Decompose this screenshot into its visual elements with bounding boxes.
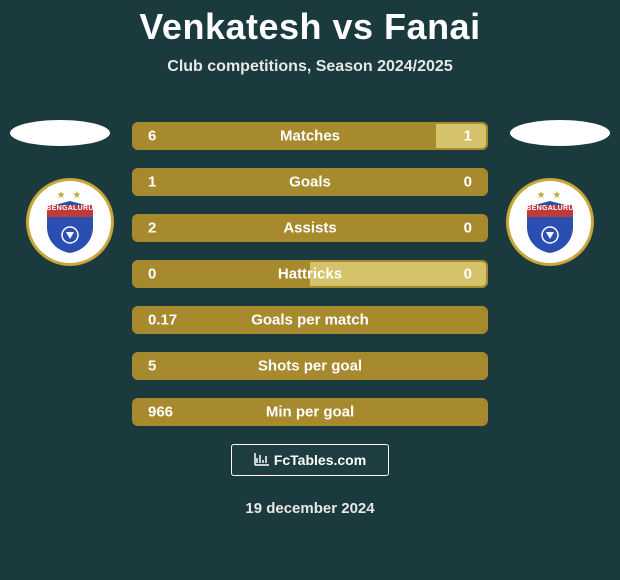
brand-text: FcTables.com [274, 452, 366, 468]
stat-row: 5Shots per goal [132, 352, 488, 380]
page-subtitle: Club competitions, Season 2024/2025 [0, 58, 620, 76]
stat-bar-left [134, 308, 486, 332]
badge-label: BENGALURU [43, 205, 97, 212]
stat-row: 61Matches [132, 122, 488, 150]
stat-bar-left [134, 124, 436, 148]
stat-bar-left [134, 354, 486, 378]
stat-bar-right [436, 124, 486, 148]
chart-icon [254, 452, 270, 469]
footer-date: 19 december 2024 [0, 500, 620, 517]
stat-bar-left [134, 170, 486, 194]
stat-row: 966Min per goal [132, 398, 488, 426]
stat-bar-right [310, 262, 486, 286]
stat-row: 0.17Goals per match [132, 306, 488, 334]
badge-label: BENGALURU [523, 205, 577, 212]
page-title: Venkatesh vs Fanai [0, 6, 620, 48]
brand-logo[interactable]: FcTables.com [231, 444, 389, 476]
stat-bar-left [134, 216, 486, 240]
stat-row: 10Goals [132, 168, 488, 196]
player-photo-placeholder-right [510, 120, 610, 146]
club-badge-left: ★ ★ BENGALURU [26, 178, 114, 266]
stats-comparison: 61Matches 10Goals 20Assists 00Hattricks 0.17… [132, 122, 488, 444]
stat-row: 20Assists [132, 214, 488, 242]
stat-bar-left [134, 400, 486, 424]
stat-row: 00Hattricks [132, 260, 488, 288]
stat-bar-left [134, 262, 310, 286]
club-badge-right: ★ ★ BENGALURU [506, 178, 594, 266]
player-photo-placeholder-left [10, 120, 110, 146]
